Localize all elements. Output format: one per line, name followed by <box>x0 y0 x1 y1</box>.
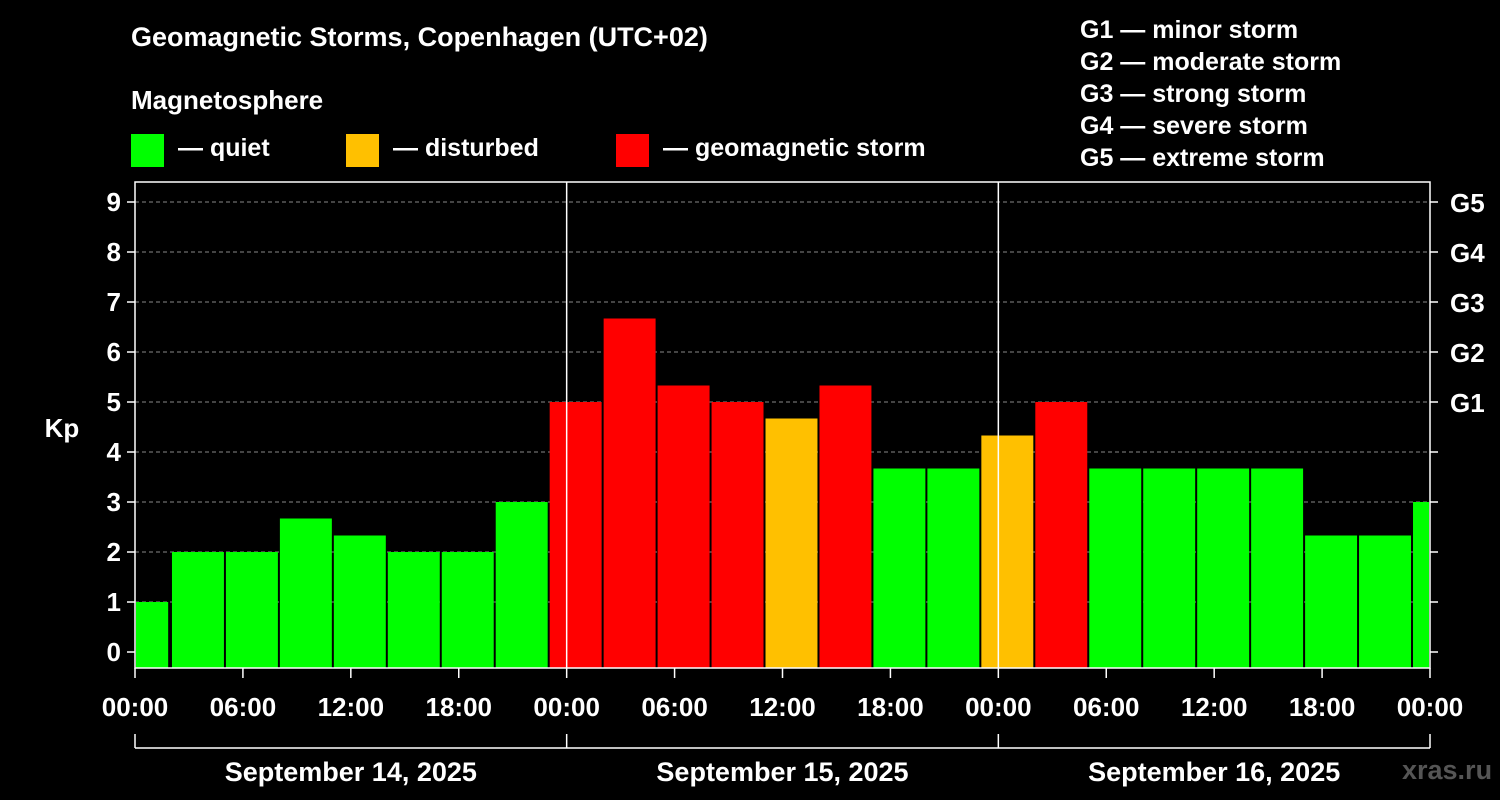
x-tick-label: 06:00 <box>1073 692 1140 722</box>
x-tick-label: 00:00 <box>1397 692 1464 722</box>
kp-bar-storm <box>657 385 710 668</box>
storm-scale-g2: G2 — moderate storm <box>1080 48 1342 76</box>
y-tick-label: 4 <box>107 437 122 467</box>
x-tick-label: 00:00 <box>965 692 1032 722</box>
kp-bar-quiet <box>171 552 224 668</box>
legend-storm-label: — geomagnetic storm <box>663 133 926 162</box>
kp-bar-quiet <box>1089 468 1142 668</box>
x-tick-label: 18:00 <box>857 692 924 722</box>
kp-bar-quiet <box>333 535 386 668</box>
kp-bar-disturbed <box>765 418 818 668</box>
legend-disturbed-swatch <box>346 133 379 167</box>
date-label: September 14, 2025 <box>225 757 477 787</box>
kp-bar-disturbed <box>981 435 1034 668</box>
kp-bar-quiet <box>387 552 440 668</box>
x-tick-label: 18:00 <box>1289 692 1356 722</box>
kp-bar-storm <box>603 318 656 668</box>
storm-scale-g3: G3 — strong storm <box>1080 80 1307 108</box>
x-tick-label: 00:00 <box>102 692 169 722</box>
y-tick-label: 8 <box>107 237 121 267</box>
kp-bar-storm <box>549 402 602 668</box>
x-tick-label: 12:00 <box>749 692 816 722</box>
x-tick-label: 00:00 <box>533 692 600 722</box>
y-tick-label: 6 <box>107 337 121 367</box>
storm-scale-g1: G1 — minor storm <box>1080 16 1299 44</box>
storm-scale-g4: G4 — severe storm <box>1080 112 1308 140</box>
chart-title: Geomagnetic Storms, Copenhagen (UTC+02) <box>131 22 708 52</box>
storm-scale-g5: G5 — extreme storm <box>1080 144 1325 172</box>
kp-bar-quiet <box>927 468 980 668</box>
date-label: September 16, 2025 <box>1088 757 1340 787</box>
legend-heading: Magnetosphere <box>131 85 324 115</box>
x-tick-label: 12:00 <box>318 692 385 722</box>
kp-bar-quiet <box>225 552 278 668</box>
legend-quiet: — quiet <box>131 133 270 167</box>
kp-bar-storm <box>1035 402 1088 668</box>
storm-scale-legend: G1 — minor storm G2 — moderate storm G3 … <box>1080 14 1341 174</box>
y-tick-label: 7 <box>107 287 121 317</box>
kp-bar-quiet <box>1197 468 1250 668</box>
x-tick-label: 06:00 <box>641 692 708 722</box>
kp-bar-quiet <box>495 502 548 668</box>
kp-bar-quiet <box>279 518 332 668</box>
legend-disturbed: — disturbed <box>346 133 539 167</box>
kp-bar-storm <box>819 385 872 668</box>
g-scale-label: G1 <box>1450 388 1485 418</box>
kp-bar-quiet <box>873 468 926 668</box>
legend-disturbed-label: — disturbed <box>393 133 539 162</box>
x-tick-label: 06:00 <box>210 692 277 722</box>
g-scale-label: G3 <box>1450 288 1485 318</box>
y-tick-label: 2 <box>107 537 121 567</box>
g-scale-label: G2 <box>1450 338 1485 368</box>
date-label: September 15, 2025 <box>656 757 908 787</box>
kp-bar-quiet <box>1359 535 1412 668</box>
x-tick-label: 18:00 <box>426 692 493 722</box>
legend-quiet-label: — quiet <box>178 133 270 162</box>
y-tick-label: 5 <box>107 387 121 417</box>
x-tick-label: 12:00 <box>1181 692 1248 722</box>
legend-storm-swatch <box>616 133 649 167</box>
kp-bar-quiet <box>136 602 169 668</box>
watermark: xras.ru <box>1402 755 1493 785</box>
g-scale-label: G4 <box>1450 238 1485 268</box>
kp-bar-quiet <box>1305 535 1358 668</box>
kp-bar-storm <box>711 402 764 668</box>
kp-bar-quiet <box>1143 468 1196 668</box>
y-tick-label: 9 <box>107 187 121 217</box>
kp-bar-quiet <box>441 552 494 668</box>
kp-bar-quiet <box>1413 502 1429 668</box>
legend-storm: — geomagnetic storm <box>616 133 926 167</box>
legend-quiet-swatch <box>131 133 164 167</box>
y-tick-label: 3 <box>107 487 121 517</box>
g-scale-label: G5 <box>1450 188 1485 218</box>
kp-bar-quiet <box>1251 468 1304 668</box>
y-tick-label: 1 <box>107 587 121 617</box>
y-axis-label: Kp <box>45 413 80 443</box>
y-tick-label: 0 <box>107 637 121 667</box>
